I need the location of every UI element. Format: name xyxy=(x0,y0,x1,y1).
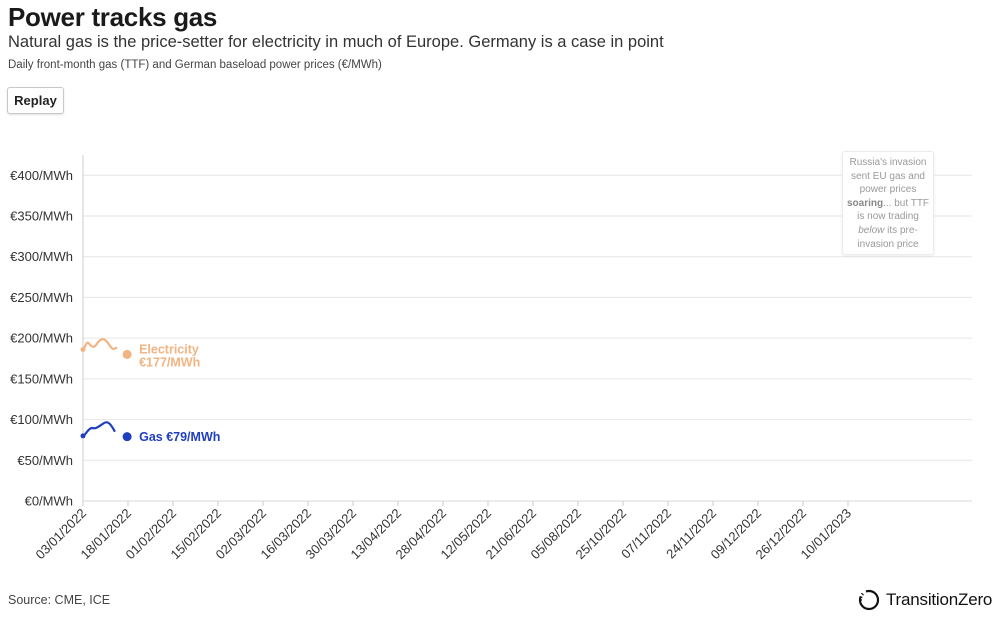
replay-button[interactable]: Replay xyxy=(7,87,64,114)
series-group: Electricity€177/MWh Gas €79/MWh xyxy=(80,338,220,444)
annotation-line: Russia's invasion xyxy=(849,157,927,168)
y-tick-label: €300/MWh xyxy=(10,249,73,264)
annotation-text: its pre- xyxy=(884,224,918,236)
annotation-line: power prices xyxy=(859,184,917,196)
annotation-line: invasion price xyxy=(857,238,919,250)
annotation-emphasis: soaring xyxy=(846,197,884,209)
y-tick-label: €400/MWh xyxy=(10,168,73,183)
y-tick-label: €200/MWh xyxy=(10,331,73,346)
y-axis: €0/MWh €50/MWh €100/MWh €150/MWh €200/MWh €25… xyxy=(10,155,84,509)
annotation-line: is now trading xyxy=(857,211,919,223)
y-tick-label: €150/MWh xyxy=(10,371,73,386)
electricity-series-name: Electricity xyxy=(139,342,199,356)
gas-end-point xyxy=(122,432,132,442)
brand-logo: TransitionZero xyxy=(857,588,992,612)
x-axis: 03/01/202218/01/202201/02/202215/02/2022… xyxy=(32,501,854,562)
annotation-box: Russia's invasion sent EU gas and power … xyxy=(842,151,934,255)
page-subtitle: Natural gas is the price-setter for elec… xyxy=(8,33,664,51)
annotation-text: ... but TTF xyxy=(883,197,930,209)
y-tick-label: €350/MWh xyxy=(10,209,73,224)
electricity-end-point xyxy=(122,349,132,359)
y-tick-label: €100/MWh xyxy=(10,412,73,427)
page-title: Power tracks gas xyxy=(8,2,218,32)
annotation-line: below its pre- xyxy=(843,224,933,238)
source-note: Source: CME, ICE xyxy=(8,593,111,607)
annotation-line: soaring... but TTF xyxy=(843,197,933,211)
electricity-start-point xyxy=(80,347,86,353)
gas-series-line xyxy=(81,421,116,437)
gas-series-label: Gas €79/MWh xyxy=(139,430,220,444)
y-tick-label: €0/MWh xyxy=(25,494,73,509)
gas-series-name: Gas xyxy=(139,430,166,444)
gas-start-point xyxy=(80,433,86,439)
y-tick-label: €250/MWh xyxy=(10,290,73,305)
gas-end-value-label: €79/MWh xyxy=(166,430,220,444)
logo-ring-icon xyxy=(858,589,880,611)
annotation-line: sent EU gas and xyxy=(851,170,925,182)
line-chart: €0/MWh €50/MWh €100/MWh €150/MWh €200/MWh €25… xyxy=(10,155,972,562)
y-tick-label: €50/MWh xyxy=(17,453,73,468)
grid-lines xyxy=(83,174,972,502)
chart-description: Daily front-month gas (TTF) and German b… xyxy=(8,59,382,71)
logo-text: TransitionZero xyxy=(886,590,993,609)
electricity-end-value-label: €177/MWh xyxy=(139,355,200,369)
annotation-emphasis: below xyxy=(858,224,885,236)
electricity-series-line xyxy=(81,338,118,351)
